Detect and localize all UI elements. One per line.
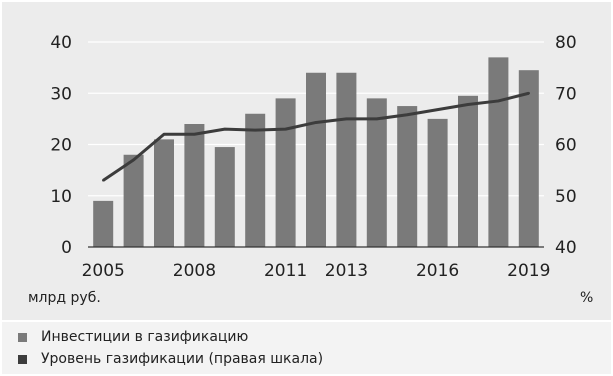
chart-svg: млрд руб. % 0 10 20 30 40 40 50 60 70 80 2005 2008 2… [28,33,593,306]
bar-2017 [458,95,478,247]
right-axis-unit: % [580,290,593,306]
right-axis-tick-label: 40 [555,238,577,258]
x-tick-label: 2016 [416,261,459,281]
bar-2011 [275,98,296,247]
bars-layer [93,57,539,247]
right-axis-tick-label: 70 [555,84,577,104]
line-point-2008 [193,133,196,136]
line-point-2009 [223,127,226,131]
line-point-2006 [132,158,135,162]
x-tick-label: 2008 [173,261,216,281]
bar-2012 [306,72,326,247]
bar-2007 [154,139,174,247]
legend-swatch-bar [18,332,27,342]
bar-2005 [93,200,114,247]
legend-label-investments: Инвестиции в газификацию [41,329,249,345]
left-axis-tick-label: 40 [50,33,72,53]
bar-2016 [427,118,448,247]
bar-2013 [336,72,357,247]
x-tick-label: 2013 [325,261,368,281]
right-axis-tick-label: 60 [555,136,577,156]
line-point-2018 [497,99,500,103]
right-axis-tick-label: 80 [555,33,577,53]
legend-label-gasification-level: Уровень газификации (правая шкала) [41,351,324,367]
bar-2010 [245,113,266,247]
legend: Инвестиции в газификацию Уровень газифик… [2,322,611,374]
x-tick-label: 2005 [82,261,125,281]
legend-item-investments: Инвестиции в газификацию [18,327,248,347]
bar-2014 [366,98,387,247]
line-point-2014 [375,117,378,121]
right-axis-tick-label: 50 [555,187,577,207]
plot-panel: млрд руб. % 0 10 20 30 40 40 50 60 70 80 2005 2008 2… [2,2,611,320]
bar-2009 [214,147,235,247]
x-tick-label: 2011 [264,261,307,281]
line-point-2013 [345,117,348,121]
bar-2006 [123,154,144,247]
line-point-2011 [284,127,287,131]
bar-2008 [184,124,205,247]
labels-layer: млрд руб. % 0 10 20 30 40 40 50 60 70 80 2005 2008 2… [28,33,593,306]
line-point-2012 [314,121,318,124]
x-tick-label: 2019 [507,261,550,281]
line-layer [102,91,530,182]
line-point-2005 [102,179,105,182]
line-point-2007 [162,133,166,136]
bar-2019 [518,70,539,247]
left-axis-tick-label: 0 [61,238,72,258]
left-axis-tick-label: 10 [50,187,72,207]
left-axis-tick-label: 20 [50,136,72,156]
line-point-2015 [406,113,409,116]
line-point-2016 [436,108,439,111]
bar-2018 [488,57,509,247]
line-point-2017 [466,103,470,106]
bar-2015 [397,106,418,247]
legend-swatch-line [18,354,27,364]
line-point-2019 [527,92,530,95]
left-axis-unit: млрд руб. [28,290,101,306]
legend-item-gasification-level: Уровень газификации (правая шкала) [18,349,323,369]
line-point-2010 [254,128,257,132]
left-axis-tick-label: 30 [50,84,72,104]
